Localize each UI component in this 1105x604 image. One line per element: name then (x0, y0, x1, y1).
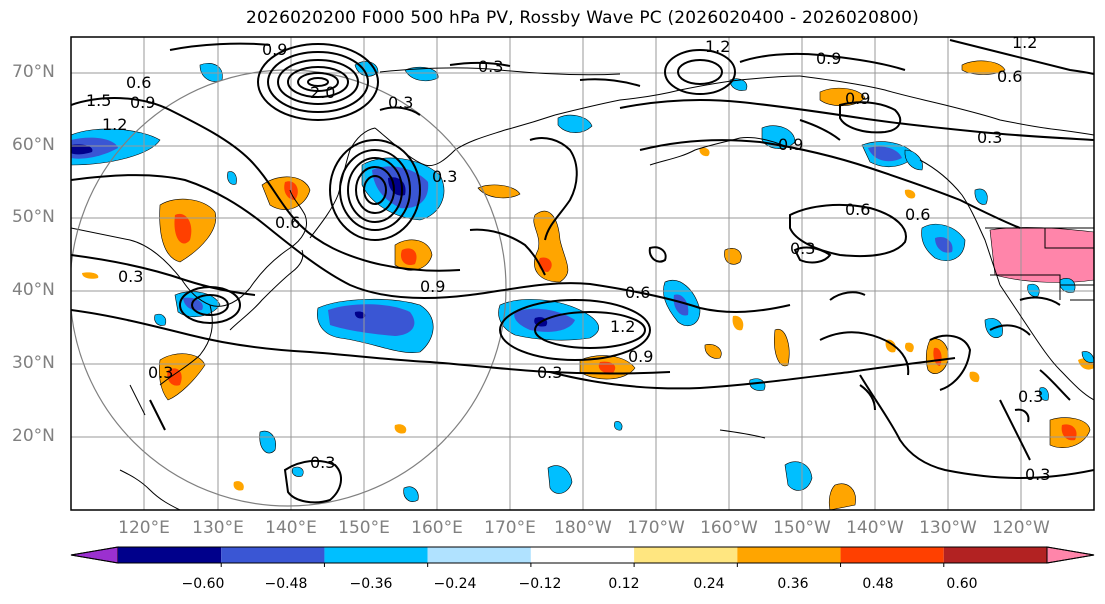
contour-label: 0.9 (262, 40, 287, 59)
contour-label: 0.9 (628, 347, 653, 366)
contour-label: 0.3 (537, 363, 562, 382)
colorbar-tick-label: −0.24 (433, 576, 477, 592)
contour-label: 0.3 (432, 167, 457, 186)
lon-label: 120°E (118, 518, 170, 538)
colorbar-tick-label: 0.60 (946, 576, 978, 592)
colorbar-tick-label: 0.36 (777, 576, 809, 592)
positive-pv-shading (82, 60, 1094, 510)
pv-contours (71, 39, 1094, 504)
contour-label: 1.2 (705, 37, 730, 56)
lon-label: 160°W (700, 518, 758, 538)
colorbar-tick-label: −0.36 (349, 576, 393, 592)
lat-label: 60°N (12, 135, 55, 155)
contour-label: 0.6 (905, 205, 930, 224)
lon-label: 160°E (411, 518, 463, 538)
contour-label: 0.6 (845, 200, 870, 219)
lon-label: 130°E (192, 518, 244, 538)
contour-label: 1.5 (86, 91, 111, 110)
contour-label: 0.9 (816, 49, 841, 68)
contour-label: 0.3 (148, 363, 173, 382)
contour-label: 0.3 (478, 57, 503, 76)
contour-label: 0.3 (1025, 465, 1050, 484)
colorbar-tick-label: −0.48 (264, 576, 308, 592)
contour-label: 0.9 (778, 135, 803, 154)
contour-label: 0.6 (625, 283, 650, 302)
lon-label: 130°W (919, 518, 977, 538)
lon-label: 170°E (484, 518, 536, 538)
contour-label: 1.2 (102, 115, 127, 134)
lon-label: 120°W (992, 518, 1050, 538)
contour-label: 0.3 (977, 128, 1002, 147)
contour-labels: 0.9 0.3 2.0 0.3 0.6 0.9 1.5 1.2 0.3 0.6 … (86, 33, 1050, 484)
colorbar-tick-label: −0.12 (518, 576, 562, 592)
lon-label: 170°W (627, 518, 685, 538)
pv-map: 0.9 0.3 2.0 0.3 0.6 0.9 1.5 1.2 0.3 0.6 … (70, 33, 1095, 511)
contour-label: 1.2 (610, 317, 635, 336)
lat-label: 50°N (12, 207, 55, 227)
lat-label: 70°N (12, 62, 55, 82)
lat-label: 30°N (12, 353, 55, 373)
map-frame (70, 36, 1095, 511)
map-title: 2026020200 F000 500 hPa PV, Rossby Wave … (246, 8, 919, 28)
contour-label: 2.0 (310, 83, 335, 102)
contour-label: 0.3 (1018, 387, 1043, 406)
lon-label: 180°W (554, 518, 612, 538)
lon-label: 140°E (265, 518, 317, 538)
contour-label: 0.3 (118, 267, 143, 286)
lon-label: 150°E (338, 518, 390, 538)
lat-label: 40°N (12, 280, 55, 300)
contour-label: 0.6 (997, 67, 1022, 86)
contour-label: 0.9 (130, 93, 155, 112)
contour-label: 0.6 (275, 213, 300, 232)
contour-label: 1.2 (1012, 33, 1037, 52)
colorbar-tick-label: 0.48 (862, 576, 894, 592)
contour-label: 0.9 (845, 89, 870, 108)
contour-label: 0.6 (126, 73, 151, 92)
contour-label: 0.9 (420, 277, 445, 296)
colorbar-tick-label: −0.60 (181, 576, 225, 592)
contour-label: 0.3 (790, 239, 815, 258)
contour-label: 0.3 (310, 453, 335, 472)
lon-label: 140°W (846, 518, 904, 538)
contour-label: 0.3 (388, 93, 413, 112)
colorbar-tick-label: 0.12 (608, 576, 640, 592)
reference-circle (71, 69, 507, 507)
lat-label: 20°N (12, 426, 55, 446)
lon-label: 150°W (773, 518, 831, 538)
colorbar-tick-label: 0.24 (693, 576, 725, 592)
